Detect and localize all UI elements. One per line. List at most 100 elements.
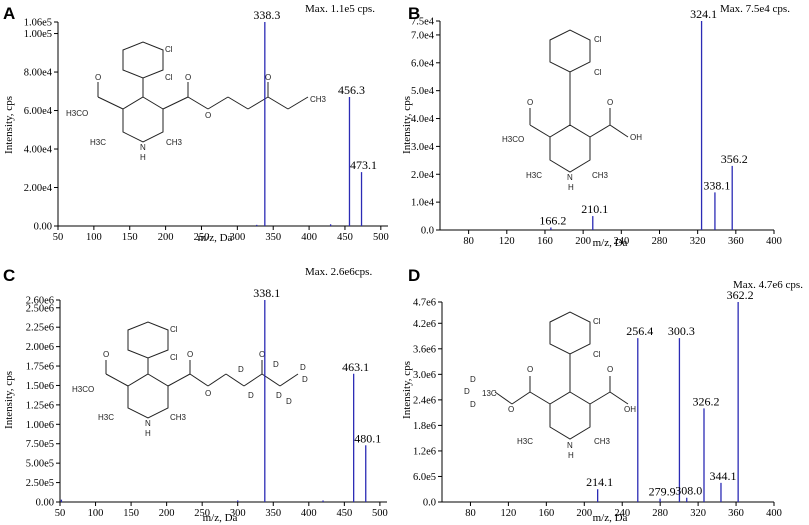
panel-letter-a: A <box>3 4 15 23</box>
structure-label: Cl <box>594 35 602 44</box>
y-tick-label: 1.8e6 <box>413 421 436 432</box>
structure-label: O <box>265 73 271 82</box>
structure-label: O <box>205 111 211 120</box>
structure-label: H3CO <box>66 109 88 118</box>
structure-label: CH3 <box>594 437 611 446</box>
structure-label: CH3 <box>166 138 183 147</box>
y-tick-label: 2.00e6 <box>26 342 54 353</box>
x-tick-label: 280 <box>652 508 668 519</box>
structure-label: Cl <box>594 68 602 77</box>
x-tick-label: 400 <box>301 232 317 243</box>
panel-c: C Max. 2.6e6cps. m/z, Da Intensity, cps … <box>3 266 388 524</box>
chemical-structure: Cl Cl H3CO O O OH H3C N CH3 H <box>502 29 642 192</box>
y-tick-label: 6.00e4 <box>24 106 53 117</box>
structure-label: H <box>568 183 574 192</box>
y-tick-label: 2.0e4 <box>411 170 435 181</box>
structure-label: H <box>140 153 146 162</box>
structure-label: O <box>259 350 265 359</box>
x-tick-label: 400 <box>766 236 782 247</box>
x-tick-label: 350 <box>265 508 281 519</box>
y-tick-label: 6.0e4 <box>411 58 435 69</box>
x-tick-label: 300 <box>230 508 246 519</box>
y-tick-label: 2.25e6 <box>26 323 54 334</box>
structure-label: O <box>187 350 193 359</box>
y-tick-label: 1.75e6 <box>26 362 54 373</box>
x-tick-label: 250 <box>194 232 210 243</box>
x-tick-label: 160 <box>537 236 553 247</box>
chemical-structure: Cl Cl H3CO O O O O H3C N CH3 H CH3 <box>66 41 327 162</box>
structure-label: Cl <box>593 350 601 359</box>
structure-label: Cl <box>165 73 173 82</box>
panel-a: A Max. 1.1e5 cps. m/z, Da Intensity, cps… <box>3 3 389 244</box>
x-tick-label: 200 <box>575 236 591 247</box>
peak-label: 463.1 <box>342 360 369 374</box>
y-tick-label: 6.0e5 <box>413 472 436 483</box>
panel-b: B Max. 7.5e4 cps. m/z, Da Intensity, cps… <box>401 3 790 249</box>
structure-label: 13C <box>482 389 497 398</box>
structure-label: D <box>238 365 244 374</box>
y-tick-label: 2.50e5 <box>26 478 54 489</box>
max-intensity-label: Max. 7.5e4 cps. <box>720 3 790 15</box>
structure-label: O <box>508 405 514 414</box>
structure-label: D <box>300 363 306 372</box>
structure-label: O <box>95 73 101 82</box>
y-tick-label: 4.00e4 <box>24 145 53 156</box>
y-tick-label: 7.0e4 <box>411 30 435 41</box>
y-tick-label: 0.0 <box>423 498 436 509</box>
y-tick-label: 3.6e6 <box>413 344 436 355</box>
x-tick-label: 450 <box>337 232 353 243</box>
y-tick-label: 1.25e6 <box>26 400 54 411</box>
structure-label: H <box>145 429 151 438</box>
peak-label: 356.2 <box>721 152 748 166</box>
x-tick-label: 250 <box>194 508 210 519</box>
panel-d: D Max. 4.7e6 cps. m/z, Da Intensity, cps… <box>401 266 803 524</box>
x-tick-label: 450 <box>336 508 352 519</box>
y-tick-label: 3.0e4 <box>411 142 435 153</box>
y-tick-label: 2.4e6 <box>413 395 436 406</box>
structure-label: O <box>527 365 533 374</box>
y-tick-label: 8.00e4 <box>24 68 53 79</box>
structure-label: O <box>205 389 211 398</box>
x-tick-label: 320 <box>690 236 706 247</box>
structure-label: OH <box>630 133 642 142</box>
y-tick-label: 0.00 <box>34 222 52 233</box>
peak-label: 338.3 <box>253 8 280 22</box>
x-tick-label: 200 <box>576 508 592 519</box>
peak-label: 300.3 <box>668 324 695 338</box>
structure-label: H3C <box>526 171 542 180</box>
peak-label: 166.2 <box>539 213 566 227</box>
y-tick-label: 7.50e5 <box>26 439 54 450</box>
y-tick-label: 1.2e6 <box>413 446 436 457</box>
structure-label: O <box>185 73 191 82</box>
x-tick-label: 300 <box>229 232 245 243</box>
x-tick-label: 80 <box>463 236 474 247</box>
structure-label: Cl <box>165 45 173 54</box>
y-tick-label: 7.5e4 <box>411 17 435 28</box>
structure-label: CH3 <box>170 413 187 422</box>
structure-label: O <box>103 350 109 359</box>
structure-label: D <box>470 375 476 384</box>
x-tick-label: 150 <box>123 508 139 519</box>
y-axis-label: Intensity, cps <box>401 96 413 154</box>
structure-label: N <box>567 173 573 182</box>
peak-label: 214.1 <box>586 475 613 489</box>
peak-label: 324.1 <box>690 7 717 21</box>
x-tick-label: 50 <box>53 232 64 243</box>
y-tick-label: 0.00 <box>36 498 54 509</box>
structure-label: OH <box>624 405 636 414</box>
x-tick-label: 280 <box>652 236 668 247</box>
peak-label: 210.1 <box>581 202 608 216</box>
x-tick-label: 360 <box>728 508 744 519</box>
structure-label: CH3 <box>310 95 327 104</box>
structure-label: H3CO <box>502 135 524 144</box>
structure-label: O <box>527 98 533 107</box>
y-tick-label: 2.60e6 <box>26 296 54 307</box>
panel-letter-b: B <box>408 4 420 23</box>
structure-label: D <box>248 391 254 400</box>
x-axis-label: m/z, Da <box>203 512 238 524</box>
structure-label: D <box>286 397 292 406</box>
peak-label: 480.1 <box>354 431 381 445</box>
y-tick-label: 4.0e4 <box>411 114 435 125</box>
structure-label: O <box>607 365 613 374</box>
x-tick-label: 240 <box>613 236 629 247</box>
